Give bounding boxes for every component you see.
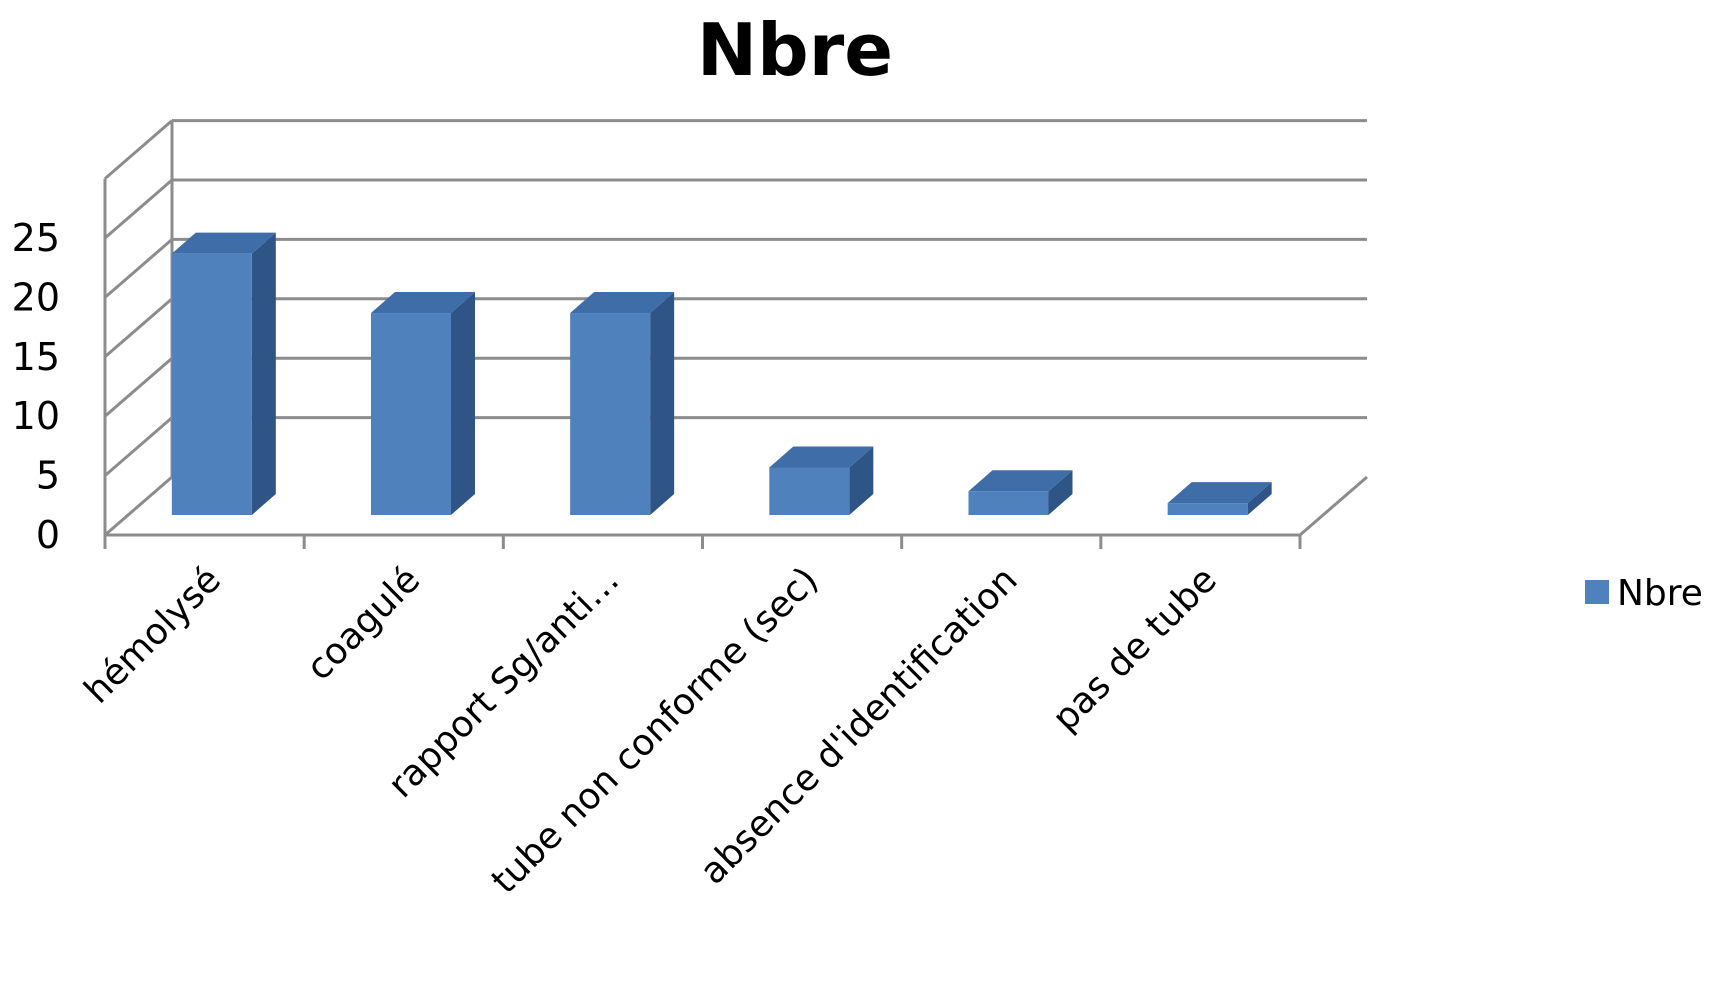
side-wall-line: [104, 357, 173, 418]
y-axis-ticks: 0 5 10 15 20 25: [12, 216, 60, 557]
bar-front: [171, 253, 252, 515]
x-tick-label: pas de tube: [1045, 559, 1225, 739]
bar-top: [769, 446, 874, 468]
chart-title: Nbre: [697, 8, 893, 92]
floor-right-edge: [1299, 475, 1368, 537]
bar: [370, 292, 475, 515]
side-wall-top: [104, 119, 173, 180]
bar-front: [1167, 503, 1248, 515]
bar-side: [251, 232, 276, 515]
y-tick-label: 15: [12, 335, 60, 379]
side-wall-line: [104, 238, 173, 299]
bar-side: [849, 446, 874, 515]
side-wall-line: [104, 178, 173, 240]
bar-top: [968, 470, 1073, 492]
x-tick-label: tube non conforme (sec): [484, 559, 827, 902]
side-wall-line: [104, 297, 173, 358]
plot-grid: [103, 119, 1368, 549]
bar-front: [769, 467, 850, 515]
y-tick-label: 25: [12, 216, 60, 260]
legend-swatch: [1585, 580, 1609, 604]
bar-front: [968, 491, 1049, 515]
bar: [1167, 482, 1272, 515]
bar: [570, 292, 675, 515]
y-tick-label: 5: [36, 454, 60, 498]
legend: Nbre: [1585, 573, 1703, 614]
y-tick-label: 20: [12, 275, 60, 319]
x-tick-label: hémolysé: [77, 559, 229, 711]
bar: [171, 232, 276, 515]
bar-top: [171, 232, 276, 254]
bar-side: [450, 292, 475, 515]
bar-top: [370, 292, 475, 314]
bar: [968, 470, 1073, 515]
bar-top: [570, 292, 675, 314]
legend-label: Nbre: [1617, 573, 1703, 614]
bar: [769, 446, 874, 515]
bar-front: [370, 313, 451, 515]
bar-side: [1247, 482, 1272, 515]
bar-top: [1167, 482, 1272, 504]
x-tick-label: coagulé: [299, 559, 428, 688]
y-tick-label: 10: [12, 394, 60, 438]
y-tick-label: 0: [36, 513, 60, 557]
x-tick-label: absence d'identification: [692, 559, 1025, 892]
bar-side: [650, 292, 675, 515]
side-wall-line: [104, 475, 173, 537]
bars: [171, 232, 1272, 515]
bar-side: [1048, 470, 1073, 515]
side-wall-line: [104, 416, 173, 477]
bar-front: [570, 313, 651, 515]
